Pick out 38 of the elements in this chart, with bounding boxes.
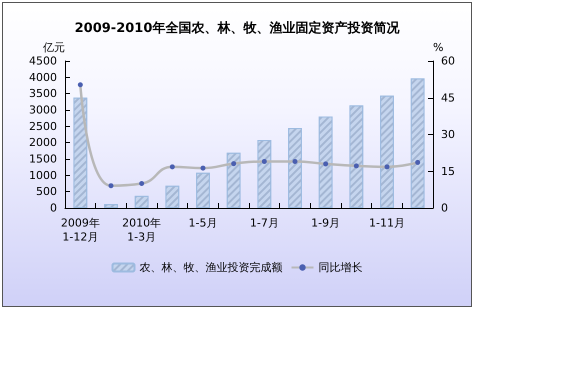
y-tick-label: 1500 [29, 152, 57, 166]
y-tick-label: 2000 [29, 136, 57, 150]
x-tick-label: 2010年 1-3月 [122, 216, 162, 244]
x-tick-label: 2009年 1-12月 [60, 216, 100, 244]
x-tick-label: 1-7月 [250, 216, 279, 230]
legend-label: 农、林、牧、渔业投资完成额 [140, 261, 282, 274]
y2-tick-label: 45 [441, 91, 455, 104]
chart-title: 2009-2010年全国农、林、牧、渔业固定资产投资简况 [74, 20, 400, 36]
point [139, 181, 144, 186]
y2-tick-label: 60 [441, 54, 455, 68]
y-axis-title: 亿元 [42, 41, 65, 54]
y-tick-label: 1000 [29, 168, 57, 182]
point [323, 161, 328, 166]
y-tick-label: 4500 [29, 54, 57, 68]
y2-tick-label: 0 [441, 202, 448, 214]
y2-tick-label: 15 [441, 164, 455, 178]
point [108, 183, 114, 188]
point [200, 166, 206, 171]
y-tick-label: 3000 [29, 104, 57, 116]
point [170, 164, 175, 170]
y-tick-label: 2500 [29, 120, 57, 133]
y-tick-label: 500 [36, 185, 57, 198]
point [384, 164, 390, 170]
y-tick-label: 4000 [29, 70, 57, 84]
y2-axis-title: % [433, 41, 444, 54]
point [262, 158, 267, 164]
y-tick-label: 0 [50, 202, 57, 214]
y-tick-label: 3500 [29, 87, 57, 100]
x-tick-label: 1-11月 [369, 216, 405, 230]
point [415, 160, 420, 165]
legend-label: 同比增长 [318, 261, 362, 274]
x-tick-label: 1-9月 [311, 216, 340, 230]
point [78, 82, 83, 88]
y2-tick-label: 30 [441, 128, 455, 141]
point [354, 163, 359, 168]
point [292, 158, 298, 164]
x-tick-label: 1-5月 [188, 216, 218, 230]
point [231, 161, 236, 166]
